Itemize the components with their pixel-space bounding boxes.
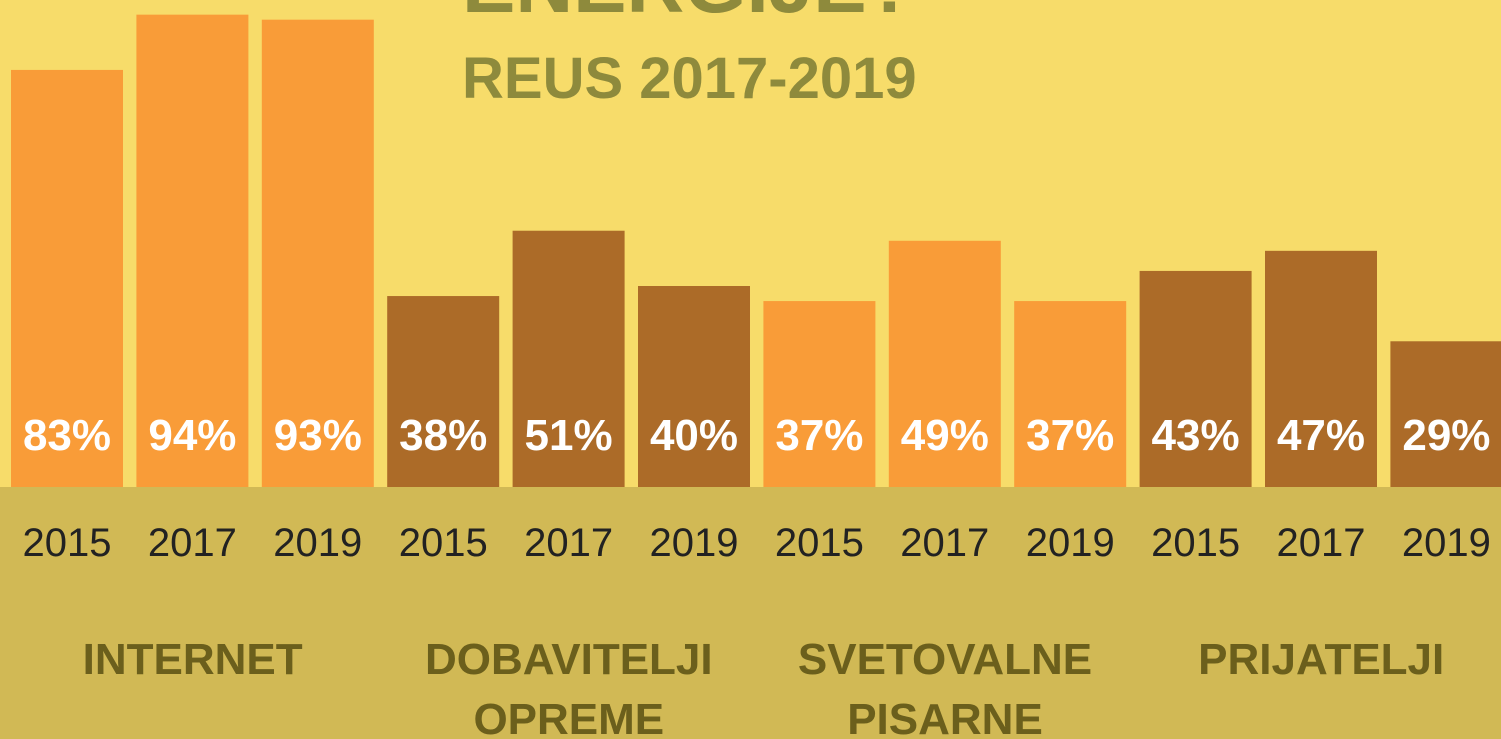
value-label: 93% [274, 411, 362, 460]
x-tick-label: 2019 [650, 521, 739, 565]
bar [638, 286, 750, 487]
x-tick-label: 2019 [273, 521, 362, 565]
x-tick-label: 2019 [1026, 521, 1115, 565]
x-tick-label: 2017 [900, 521, 989, 565]
chart-title: ENERGIJE? [462, 0, 915, 29]
bar [11, 69, 123, 488]
x-tick-label: 2017 [148, 521, 237, 565]
value-label: 37% [775, 411, 863, 460]
bar [1014, 301, 1127, 487]
bar [136, 14, 249, 488]
bar [1139, 270, 1252, 487]
value-label: 37% [1026, 411, 1114, 460]
value-label: 83% [23, 411, 111, 460]
group-label: PRIJATELJI [1198, 635, 1445, 684]
value-label: 38% [399, 411, 487, 460]
label-band [0, 487, 1501, 739]
x-tick-label: 2015 [399, 521, 488, 565]
x-tick-label: 2017 [524, 521, 613, 565]
value-label: 43% [1152, 411, 1240, 460]
bar [1390, 341, 1501, 487]
x-tick-label: 2015 [775, 521, 864, 565]
group-label: INTERNET [82, 635, 303, 684]
chart-subtitle: REUS 2017-2019 [462, 46, 917, 111]
value-label: 94% [148, 411, 236, 460]
x-tick-label: 2015 [23, 521, 112, 565]
value-label: 51% [525, 411, 613, 460]
bar [512, 230, 625, 487]
value-label: 47% [1277, 411, 1365, 460]
bar [763, 301, 876, 487]
value-label: 49% [901, 411, 989, 460]
group-label: SVETOVALNE PISARNE [797, 635, 1093, 739]
bar [888, 240, 1001, 487]
x-tick-label: 2017 [1277, 521, 1366, 565]
bar [1265, 250, 1377, 487]
value-label: 40% [650, 411, 738, 460]
x-tick-label: 2019 [1402, 521, 1491, 565]
bar [387, 296, 500, 487]
x-tick-label: 2015 [1151, 521, 1240, 565]
bar [261, 19, 374, 488]
group-label: DOBAVITELJI OPREME [424, 635, 713, 739]
value-label: 29% [1402, 411, 1490, 460]
